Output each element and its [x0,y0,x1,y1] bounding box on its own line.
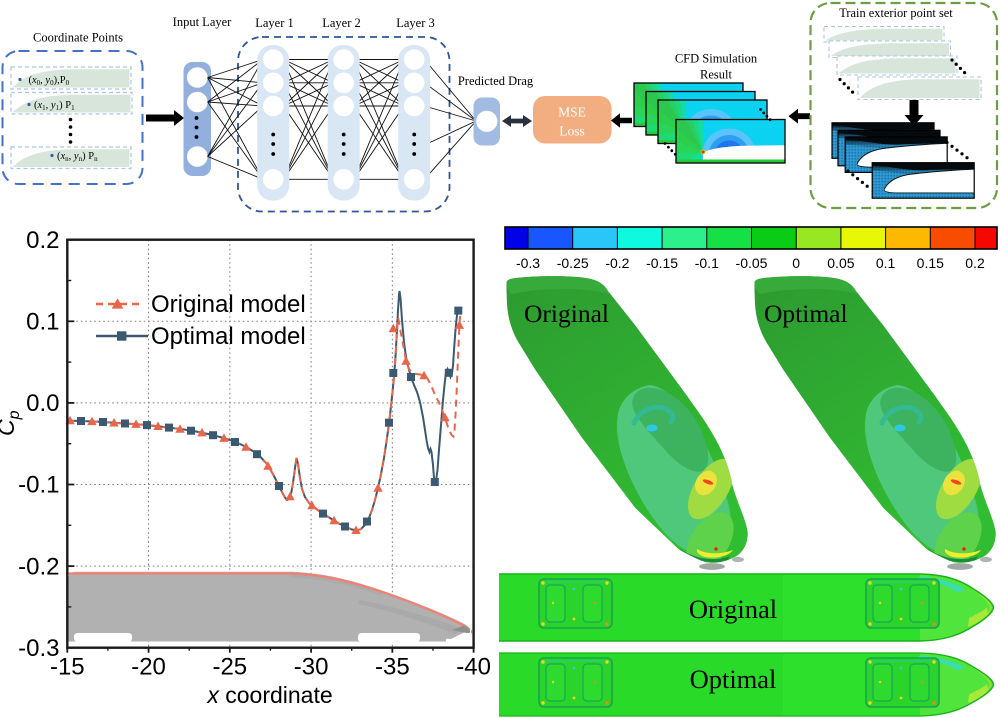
svg-text:Predicted Drag: Predicted Drag [458,74,534,88]
svg-text:CFD Simulation: CFD Simulation [675,52,758,66]
svg-text:(x0​, y0​),P0​: (x0​, y0​),P0​ [29,75,70,87]
svg-text:0.15: 0.15 [917,255,944,271]
svg-text:Result: Result [700,68,732,82]
svg-text:-0.1: -0.1 [18,472,59,499]
svg-text:-0.05: -0.05 [736,255,768,271]
svg-text:Layer 3: Layer 3 [396,16,435,30]
svg-text:-0.3: -0.3 [18,635,59,662]
svg-text:Original: Original [689,594,777,624]
svg-text:MSE: MSE [558,105,586,120]
svg-text:Original model: Original model [151,291,306,318]
svg-text:0.2: 0.2 [965,255,985,271]
svg-text:-0.1: -0.1 [695,255,719,271]
svg-text:Input Layer: Input Layer [173,15,232,29]
svg-text:x coordinate: x coordinate [206,682,332,708]
svg-text:Layer 1: Layer 1 [255,16,294,30]
svg-text:0.05: 0.05 [827,255,854,271]
svg-text:-35: -35 [375,654,410,681]
svg-text:0.0: 0.0 [26,390,59,417]
svg-text:Optimal: Optimal [690,664,777,694]
svg-text:0: 0 [792,255,800,271]
svg-text:-40: -40 [456,654,491,681]
svg-text:-0.2: -0.2 [18,553,59,580]
svg-text:0.1: 0.1 [876,255,896,271]
svg-text:-0.2: -0.2 [605,255,629,271]
svg-text:-0.15: -0.15 [646,255,678,271]
svg-text:Optimal: Optimal [764,299,848,328]
svg-text:-20: -20 [131,654,166,681]
svg-text:-0.3: -0.3 [516,255,540,271]
svg-text:-0.25: -0.25 [557,255,589,271]
svg-text:Coordinate Points: Coordinate Points [33,31,123,45]
svg-text:-30: -30 [294,654,329,681]
svg-text:Train exterior point set: Train exterior point set [839,6,953,20]
svg-text:0.2: 0.2 [26,227,59,254]
svg-text:Original: Original [524,299,609,328]
svg-text:0.1: 0.1 [26,309,59,336]
svg-text:Layer 2: Layer 2 [322,16,361,30]
svg-text:Optimal model: Optimal model [151,323,306,350]
svg-text:(x1​, y1​) P1​: (x1​, y1​) P1​ [34,100,75,112]
svg-text:-15: -15 [50,654,85,681]
svg-text:-25: -25 [212,654,247,681]
svg-text:(xn​, yn​) Pn​: (xn​, yn​) Pn​ [57,151,98,163]
svg-text:Loss: Loss [559,124,585,139]
svg-text:Cp: Cp [0,410,23,436]
